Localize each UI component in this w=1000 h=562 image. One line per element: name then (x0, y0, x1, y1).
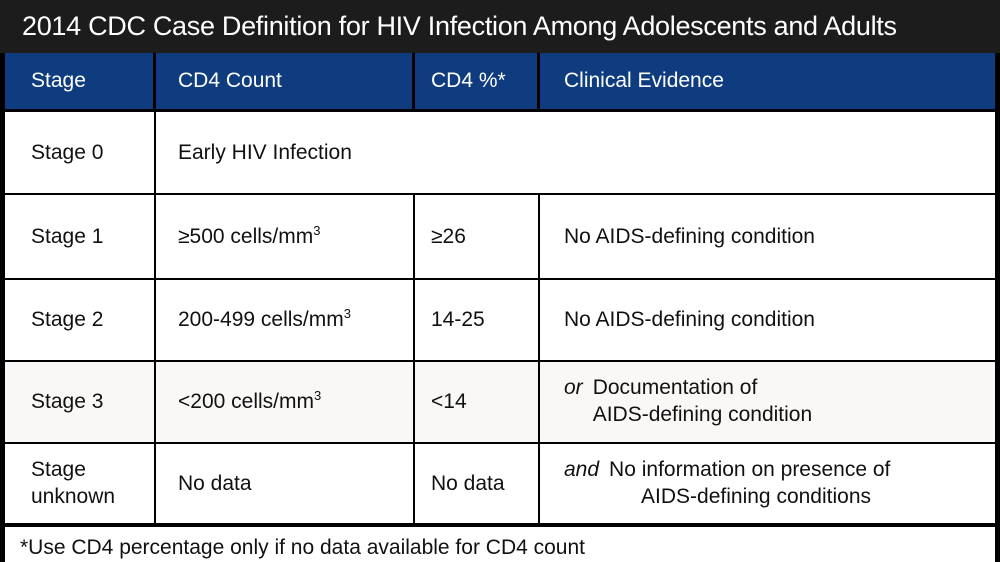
clinical-line2: AIDS-defining conditions (641, 484, 872, 508)
cdc-stage-table: Stage CD4 Count CD4 %* Clinical Evidence… (0, 53, 1000, 527)
table-row-stage2: Stage 2 200-499 cells/mm3 14-25 No AIDS-… (5, 280, 995, 362)
table-row-stage1: Stage 1 ≥500 cells/mm3 ≥26 No AIDS-defin… (5, 195, 995, 280)
clinical-line2: AIDS-defining condition (592, 403, 813, 426)
cd4-count-value: ≥500 cells/mm3 (178, 222, 321, 248)
cell-unknown-label: Stage unknown (5, 444, 156, 527)
conjunction-and: and (564, 457, 600, 481)
cell-stage2-cd4count: 200-499 cells/mm3 (156, 280, 415, 362)
header-cd4-count: CD4 Count (156, 53, 415, 112)
cell-stage2-label: Stage 2 (5, 280, 156, 362)
superscript-3: 3 (343, 306, 351, 321)
header-clinical-evidence: Clinical Evidence (540, 53, 995, 112)
cell-unknown-clinical: and No information on presence of AIDS-d… (540, 444, 995, 527)
clinical-evidence-text: and No information on presence of AIDS-d… (564, 457, 890, 511)
header-cd4-percent: CD4 %* (415, 53, 540, 112)
cell-stage0-definition: Early HIV Infection (156, 112, 995, 195)
cell-unknown-cd4pct: No data (415, 444, 540, 527)
cell-unknown-cd4count: No data (156, 444, 415, 527)
cell-stage3-cd4pct: <14 (415, 362, 540, 444)
cell-stage1-label: Stage 1 (5, 195, 156, 280)
cell-stage3-label: Stage 3 (5, 362, 156, 444)
conjunction-or: or (564, 376, 583, 400)
superscript-3: 3 (313, 388, 322, 403)
table-header-row: Stage CD4 Count CD4 %* Clinical Evidence (5, 53, 995, 112)
cell-stage0-label: Stage 0 (5, 112, 156, 195)
cell-stage3-cd4count: <200 cells/mm3 (156, 362, 415, 444)
cd4-count-value: <200 cells/mm3 (178, 388, 322, 413)
clinical-line1: No information on presence of (609, 457, 891, 481)
superscript-3: 3 (313, 222, 321, 238)
cell-stage1-cd4count: ≥500 cells/mm3 (156, 195, 415, 280)
cell-stage2-clinical: No AIDS-defining condition (540, 280, 995, 362)
table-row-stage0: Stage 0 Early HIV Infection (5, 112, 995, 195)
cell-stage1-clinical: No AIDS-defining condition (540, 195, 995, 280)
table-row-stage-unknown: Stage unknown No data No data and No inf… (5, 444, 995, 527)
table-row-stage3: Stage 3 <200 cells/mm3 <14 or Documentat… (5, 362, 995, 444)
clinical-evidence-text: or Documentation of AIDS-defining condit… (564, 375, 812, 429)
footnote: *Use CD4 percentage only if no data avai… (5, 527, 995, 562)
clinical-line1: Documentation of (592, 376, 758, 400)
cell-stage1-cd4pct: ≥26 (415, 195, 540, 280)
cell-stage2-cd4pct: 14-25 (415, 280, 540, 362)
header-stage: Stage (5, 53, 156, 112)
cell-stage3-clinical: or Documentation of AIDS-defining condit… (540, 362, 995, 444)
slide-title: 2014 CDC Case Definition for HIV Infecti… (0, 0, 1000, 53)
cd4-count-value: 200-499 cells/mm3 (178, 306, 351, 331)
